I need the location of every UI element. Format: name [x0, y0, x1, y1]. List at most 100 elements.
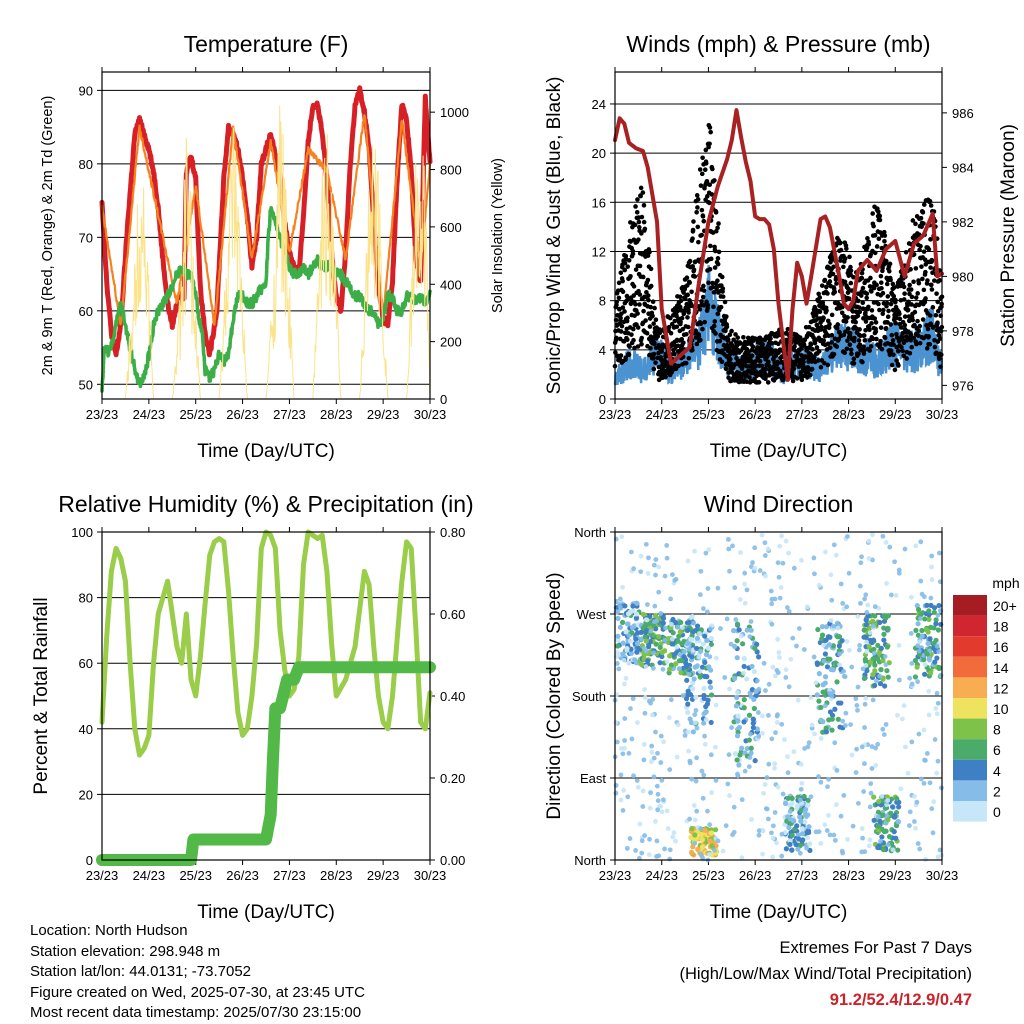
direction-point: [734, 638, 740, 644]
gust-point: [630, 251, 636, 257]
direction-point: [769, 596, 775, 602]
direction-point: [901, 703, 907, 709]
gust-point: [634, 209, 640, 215]
direction-point: [866, 843, 872, 849]
panel-title: Temperature (F): [184, 31, 349, 57]
gust-point: [685, 315, 690, 320]
gust-point: [746, 350, 751, 355]
direction-point: [680, 693, 686, 698]
direction-point: [730, 628, 737, 634]
gust-point: [909, 344, 915, 350]
direction-point: [913, 543, 919, 549]
direction-point: [628, 549, 634, 555]
direction-point: [694, 755, 700, 761]
direction-point: [853, 770, 859, 775]
y-right-tick-label: 600: [440, 220, 462, 235]
direction-point: [933, 637, 939, 643]
y-tick-label: 8: [599, 294, 606, 309]
gust-point: [707, 266, 713, 272]
direction-point: [626, 750, 632, 756]
direction-point: [855, 684, 861, 690]
gust-point: [904, 334, 909, 339]
direction-point: [872, 613, 878, 619]
gust-point: [701, 283, 706, 289]
direction-point: [835, 716, 841, 722]
gust-point: [928, 265, 933, 270]
gust-point: [686, 355, 692, 361]
gust-point: [637, 263, 643, 269]
direction-point: [811, 555, 817, 561]
gust-point: [827, 279, 833, 284]
direction-point: [832, 740, 838, 746]
direction-point: [693, 778, 699, 784]
x-tick-label: 25/23: [692, 407, 725, 422]
direction-point: [848, 722, 853, 728]
gust-point: [866, 304, 871, 310]
direction-point: [760, 851, 766, 857]
gust-point: [857, 309, 863, 315]
direction-point: [728, 641, 734, 647]
direction-point: [756, 828, 762, 834]
direction-point: [885, 798, 891, 803]
direction-point: [899, 716, 905, 722]
direction-point: [732, 585, 738, 591]
direction-point: [865, 602, 871, 608]
direction-point: [875, 814, 881, 820]
direction-point: [766, 713, 771, 718]
direction-point: [815, 626, 821, 633]
direction-point: [642, 687, 647, 692]
direction-point: [928, 670, 934, 676]
direction-point: [679, 658, 685, 664]
direction-point: [877, 673, 883, 679]
direction-point: [822, 822, 828, 828]
direction-point: [647, 836, 652, 842]
direction-point: [629, 736, 635, 742]
direction-point: [752, 758, 758, 764]
direction-point: [707, 679, 713, 685]
gust-point: [712, 265, 718, 270]
legend-label: 4: [993, 763, 1001, 779]
direction-point: [918, 539, 924, 545]
direction-point: [881, 631, 887, 637]
direction-point: [825, 784, 830, 790]
gust-point: [631, 326, 636, 332]
gust-point: [701, 218, 707, 224]
direction-point: [713, 702, 719, 708]
gust-point: [698, 337, 703, 343]
latlon-text: Station lat/lon: 44.0131; -73.7052: [30, 963, 252, 980]
direction-point: [662, 573, 668, 579]
direction-point: [701, 720, 707, 726]
direction-point: [641, 652, 647, 658]
direction-point: [775, 670, 781, 676]
direction-point: [869, 744, 875, 749]
direction-point: [819, 636, 825, 642]
gust-point: [650, 299, 656, 304]
direction-point: [623, 629, 629, 635]
direction-point: [628, 650, 634, 656]
gust-point: [704, 178, 710, 184]
gust-point: [635, 344, 641, 349]
direction-point: [866, 538, 872, 544]
direction-point: [709, 790, 715, 796]
direction-point: [794, 643, 799, 649]
gust-point: [829, 312, 835, 318]
direction-point: [857, 642, 863, 648]
direction-point: [625, 611, 632, 617]
gust-point: [920, 276, 925, 282]
direction-point: [733, 703, 740, 709]
direction-point: [748, 627, 754, 633]
gust-point: [910, 218, 916, 223]
gust-point: [635, 197, 640, 202]
gust-point: [708, 129, 713, 135]
direction-point: [685, 558, 691, 564]
gust-point: [707, 200, 712, 206]
direction-point: [675, 638, 681, 644]
gust-point: [720, 286, 726, 291]
direction-point: [683, 663, 689, 670]
direction-point: [854, 702, 860, 708]
direction-point: [926, 688, 932, 694]
direction-point: [750, 716, 756, 722]
gust-point: [639, 214, 645, 220]
gust-point: [935, 299, 941, 305]
direction-point: [831, 623, 836, 629]
